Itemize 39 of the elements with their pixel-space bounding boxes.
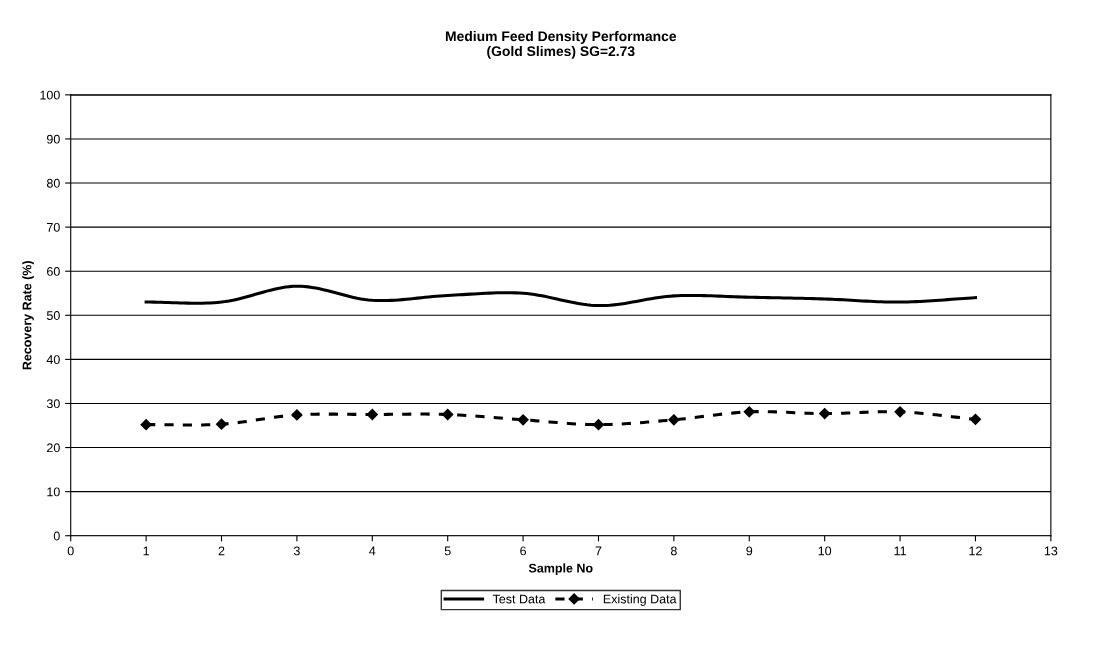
point [140, 419, 152, 431]
y-axis-title: Recovery Rate (%) [22, 261, 34, 370]
x-tick-label: 4 [369, 546, 376, 556]
point [291, 409, 303, 421]
y-tick-label: 90 [46, 134, 60, 144]
y-tick-label: 50 [46, 311, 60, 320]
y-tick-label: 60 [47, 267, 60, 276]
y-tick-label: 70 [47, 222, 60, 232]
x-tick-label: 7 [595, 546, 602, 556]
point [215, 418, 228, 430]
point [668, 414, 680, 426]
y-tick-label: 20 [47, 443, 60, 453]
y-tick-label: 30 [46, 399, 60, 409]
point [969, 413, 982, 425]
legend-label: Test Data [492, 594, 546, 604]
x-tick-label: 8 [670, 546, 677, 556]
point [517, 414, 529, 426]
x-tick-label: 1 [143, 546, 149, 556]
x-tick-label: 11 [894, 546, 906, 556]
y-tick-label: 40 [46, 355, 60, 365]
x-tick-label: 6 [520, 546, 527, 556]
x-tick-label: 0 [67, 546, 74, 556]
x-tick-label: 2 [218, 546, 225, 556]
point [743, 406, 755, 418]
y-tick-label: 0 [53, 531, 60, 541]
x-axis-title: Sample No [528, 563, 593, 576]
legend-label: Existing Data [603, 594, 677, 606]
chart-title: Medium Feed Density Performance (Gold Slimes) SG=2.73 [445, 30, 677, 59]
y-tick-label: 80 [46, 178, 60, 188]
point [894, 406, 906, 418]
point [442, 408, 454, 421]
y-tick-label: 10 [47, 487, 60, 497]
y-tick-label: 100 [40, 90, 60, 100]
x-tick-label: 5 [444, 546, 451, 556]
x-tick-label: 12 [969, 546, 982, 556]
x-tick-label: 10 [818, 546, 832, 556]
x-tick-label: 9 [746, 546, 753, 556]
x-tick-label: 3 [293, 546, 300, 556]
x-tick-label: 13 [1044, 546, 1058, 556]
